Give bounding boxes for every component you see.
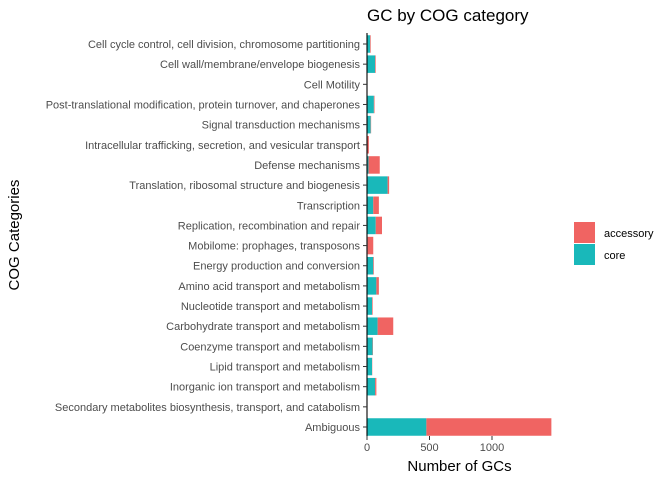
y-axis-labels: Cell cycle control, cell division, chrom… <box>46 39 367 434</box>
bar-accessory <box>387 176 390 194</box>
bar-core <box>367 297 372 315</box>
y-tick-label: Mobilome: prophages, transposons <box>188 241 360 253</box>
legend-swatch-accessory <box>574 222 595 243</box>
y-tick-label: Defense mechanisms <box>254 160 360 172</box>
legend-swatch-core <box>574 244 595 265</box>
bar-core <box>367 176 388 194</box>
bar-accessory <box>375 55 376 73</box>
y-tick-label: Carbohydrate transport and metabolism <box>166 321 360 333</box>
legend-label-accessory: accessory <box>604 228 654 240</box>
bar-core <box>367 55 376 73</box>
bar-accessory <box>375 216 382 235</box>
y-tick-label: Signal transduction mechanisms <box>202 120 361 132</box>
bar-accessory <box>375 377 377 396</box>
y-tick-label: Amino acid transport and metabolism <box>178 281 360 293</box>
y-tick-label: Cell cycle control, cell division, chrom… <box>88 39 360 51</box>
y-tick-label: Translation, ribosomal structure and bio… <box>129 180 360 192</box>
bar-accessory <box>368 156 380 174</box>
bar-core <box>367 277 377 295</box>
y-axis-title: COG Categories <box>6 180 23 291</box>
bar-core <box>367 115 371 134</box>
bar-accessory <box>426 418 552 436</box>
chart-title: GC by COG category <box>367 6 529 25</box>
bar-core <box>367 35 371 53</box>
y-tick-label: Energy production and conversion <box>193 261 360 273</box>
y-tick-label: Post-translational modification, protein… <box>46 99 361 111</box>
y-tick-label: Ambiguous <box>305 422 361 434</box>
bar-core <box>367 95 374 114</box>
y-tick-label: Coenzyme transport and metabolism <box>180 341 360 353</box>
y-tick-label: Transcription <box>297 200 360 212</box>
y-tick-label: Inorganic ion transport and metabolism <box>170 382 360 394</box>
bar-accessory <box>377 317 394 335</box>
bar-core <box>367 216 376 235</box>
bar-accessory <box>372 297 373 315</box>
x-axis-title: Number of GCs <box>407 458 511 475</box>
bar-accessory <box>367 236 374 255</box>
plot-area <box>366 33 552 436</box>
bar-core <box>367 377 376 396</box>
x-axis: 0 500 1000 <box>364 436 504 454</box>
y-tick-label: Replication, recombination and repair <box>178 220 361 232</box>
bar-accessory <box>376 277 379 295</box>
y-tick-label: Nucleotide transport and metabolism <box>181 301 360 313</box>
bar-core <box>367 256 374 275</box>
legend: accessory core <box>574 222 654 265</box>
bar-accessory <box>373 256 374 275</box>
bar-core <box>367 357 372 376</box>
legend-label-core: core <box>604 250 625 262</box>
x-tick-label: 0 <box>364 442 370 454</box>
bar-core <box>367 156 369 174</box>
bar-accessory <box>367 136 369 154</box>
y-tick-label: Cell Motility <box>304 79 361 91</box>
y-tick-label: Secondary metabolites biosynthesis, tran… <box>55 402 360 414</box>
x-tick-label: 500 <box>420 442 438 454</box>
bar-core <box>367 418 427 436</box>
bar-core <box>367 196 374 215</box>
y-tick-label: Lipid transport and metabolism <box>210 362 360 374</box>
bar-accessory <box>373 196 379 215</box>
bar-accessory <box>370 35 371 53</box>
bar-accessory <box>373 95 375 114</box>
bar-core <box>367 337 373 356</box>
x-tick-label: 1000 <box>480 442 504 454</box>
y-tick-label: Cell wall/membrane/envelope biogenesis <box>160 59 360 71</box>
bar-core <box>367 317 378 335</box>
y-tick-label: Intracellular trafficking, secretion, an… <box>85 140 360 152</box>
